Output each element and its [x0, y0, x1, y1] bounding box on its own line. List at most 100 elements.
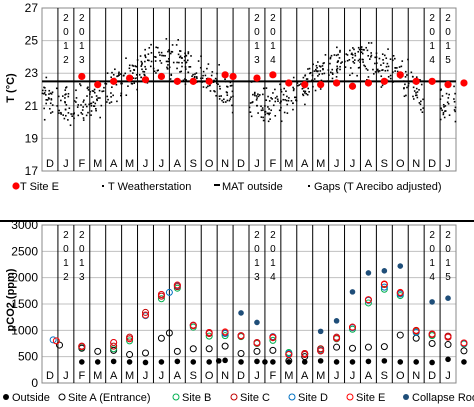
weatherstation-point — [179, 71, 181, 73]
weatherstation-point — [354, 59, 356, 61]
t-site-e-point — [141, 76, 150, 84]
weatherstation-point — [44, 89, 47, 92]
weatherstation-point — [249, 102, 252, 104]
weatherstation-point — [111, 86, 113, 89]
weatherstation-point — [351, 72, 354, 75]
weatherstation-point — [407, 82, 410, 85]
weatherstation-point — [134, 77, 137, 80]
weatherstation-point — [89, 93, 91, 95]
weatherstation-point — [132, 65, 135, 67]
weatherstation-point — [65, 93, 67, 95]
weatherstation-point — [171, 44, 174, 46]
month-label: M — [93, 158, 102, 170]
weatherstation-point — [98, 89, 101, 92]
weatherstation-point — [441, 95, 444, 97]
weatherstation-point — [133, 68, 135, 71]
weatherstation-point — [150, 60, 153, 63]
weatherstation-point — [254, 94, 256, 97]
weatherstation-point — [276, 98, 279, 101]
t-site-e-point — [301, 81, 309, 89]
t-site-e-point — [364, 79, 373, 87]
pco2-point — [56, 341, 64, 349]
pco2-point — [253, 339, 261, 347]
month-label: S — [381, 370, 388, 382]
weatherstation-point — [160, 62, 163, 64]
weatherstation-point — [387, 65, 390, 68]
year-label-char: 1 — [445, 41, 451, 52]
weatherstation-point — [155, 46, 157, 49]
weatherstation-point — [216, 72, 218, 75]
weatherstation-point — [141, 68, 143, 71]
weatherstation-point — [331, 73, 334, 76]
weatherstation-point — [110, 76, 112, 79]
weatherstation-point — [195, 76, 198, 78]
pco2-point — [381, 268, 388, 274]
weatherstation-point — [75, 97, 78, 99]
weatherstation-point — [99, 116, 101, 119]
weatherstation-point — [86, 87, 89, 90]
weatherstation-point — [403, 87, 405, 89]
weatherstation-point — [48, 89, 51, 92]
t-site-e-point — [221, 71, 229, 79]
weatherstation-point — [187, 51, 190, 53]
weatherstation-point — [90, 104, 93, 107]
weatherstation-point — [422, 107, 424, 109]
weatherstation-point — [439, 118, 442, 121]
weatherstation-point — [85, 114, 88, 117]
weatherstation-point — [262, 109, 264, 111]
year-label-char: 2 — [445, 13, 451, 24]
weatherstation-point — [357, 46, 360, 49]
weatherstation-point — [448, 114, 451, 116]
weatherstation-point — [125, 57, 127, 60]
weatherstation-point — [287, 99, 290, 102]
weatherstation-point — [336, 46, 338, 49]
weatherstation-point — [199, 66, 202, 69]
weatherstation-point — [256, 97, 258, 99]
weatherstation-point — [292, 102, 294, 105]
weatherstation-point — [353, 48, 355, 51]
weatherstation-point — [381, 84, 384, 87]
weatherstation-point — [442, 103, 445, 106]
weatherstation-point — [150, 52, 153, 54]
weatherstation-point — [180, 70, 183, 73]
weatherstation-point — [103, 86, 105, 89]
weatherstation-point — [445, 92, 448, 95]
weatherstation-point — [358, 58, 361, 61]
weatherstation-point — [282, 98, 285, 101]
pco2-point — [349, 344, 356, 352]
weatherstation-point — [47, 97, 50, 99]
pco2-point — [380, 280, 388, 288]
month-label: D — [46, 370, 54, 382]
weatherstation-point — [274, 97, 277, 99]
month-label: J — [254, 158, 260, 170]
weatherstation-point — [200, 55, 202, 58]
weatherstation-point — [367, 54, 370, 57]
weatherstation-point — [261, 107, 264, 109]
weatherstation-point — [404, 76, 407, 78]
weatherstation-point — [308, 67, 311, 70]
month-label: N — [412, 158, 420, 170]
t-site-e-point — [317, 81, 325, 89]
weatherstation-point — [256, 104, 258, 107]
weatherstation-point — [136, 77, 138, 79]
weatherstation-point — [352, 47, 354, 49]
pco2-point — [301, 350, 309, 358]
weatherstation-point — [304, 74, 306, 77]
pco2-point — [165, 329, 173, 337]
weatherstation-point — [144, 74, 146, 77]
weatherstation-point — [171, 51, 174, 53]
weatherstation-point — [146, 59, 149, 62]
weatherstation-point — [270, 97, 272, 99]
weatherstation-point — [322, 62, 325, 65]
month-label: J — [334, 158, 340, 170]
weatherstation-point — [77, 114, 80, 117]
weatherstation-point — [224, 78, 226, 81]
pco2-point — [126, 335, 134, 343]
weatherstation-point — [443, 106, 445, 108]
weatherstation-point — [375, 56, 378, 58]
weatherstation-point — [67, 95, 70, 98]
pco2-point — [397, 359, 404, 365]
weatherstation-point — [331, 72, 334, 74]
weatherstation-point — [144, 65, 146, 68]
weatherstation-point — [329, 56, 332, 59]
